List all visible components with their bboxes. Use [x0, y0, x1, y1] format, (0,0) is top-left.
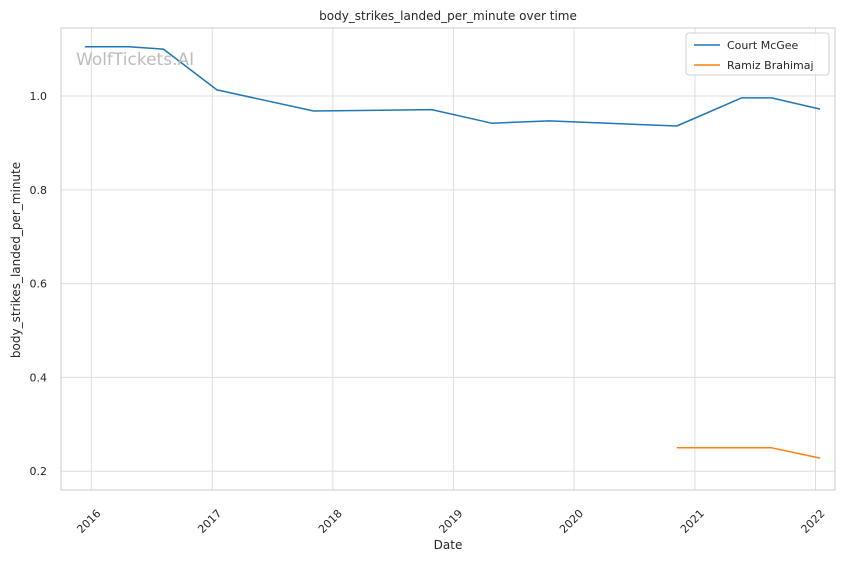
chart-title: body_strikes_landed_per_minute over time [319, 9, 577, 23]
x-axis-ticks: 2016 2017 2018 2019 2020 2021 2022 [74, 507, 827, 536]
y-tick-label: 0.4 [30, 371, 48, 384]
y-axis-label: body_strikes_landed_per_minute [9, 162, 23, 358]
y-tick-label: 0.6 [30, 278, 48, 291]
x-tick-label: 2021 [678, 507, 707, 536]
plot-background [61, 28, 835, 490]
legend-label-court-mcgee: Court McGee [727, 39, 799, 52]
y-tick-label: 0.2 [30, 465, 48, 478]
y-axis-ticks: 0.2 0.4 0.6 0.8 1.0 [30, 90, 48, 478]
legend-box [685, 32, 830, 76]
watermark: WolfTickets.AI [76, 50, 194, 70]
grid-lines [61, 28, 835, 490]
x-tick-label: 2019 [436, 507, 465, 536]
x-tick-label: 2020 [557, 507, 586, 536]
x-tick-label: 2018 [316, 507, 345, 536]
x-tick-label: 2022 [799, 507, 828, 536]
series-lines [84, 46, 821, 459]
legend: Court McGee Ramiz Brahimaj [685, 32, 830, 76]
y-tick-label: 0.8 [30, 184, 48, 197]
x-tick-label: 2017 [195, 507, 224, 536]
series-line-court-mcgee [84, 46, 821, 127]
x-tick-label: 2016 [74, 507, 103, 536]
y-tick-label: 1.0 [30, 90, 48, 103]
series-line-ramiz-brahimaj [676, 447, 821, 459]
legend-label-ramiz-brahimaj: Ramiz Brahimaj [727, 59, 814, 72]
plot-frame [60, 27, 836, 491]
x-axis-label: Date [434, 538, 463, 552]
